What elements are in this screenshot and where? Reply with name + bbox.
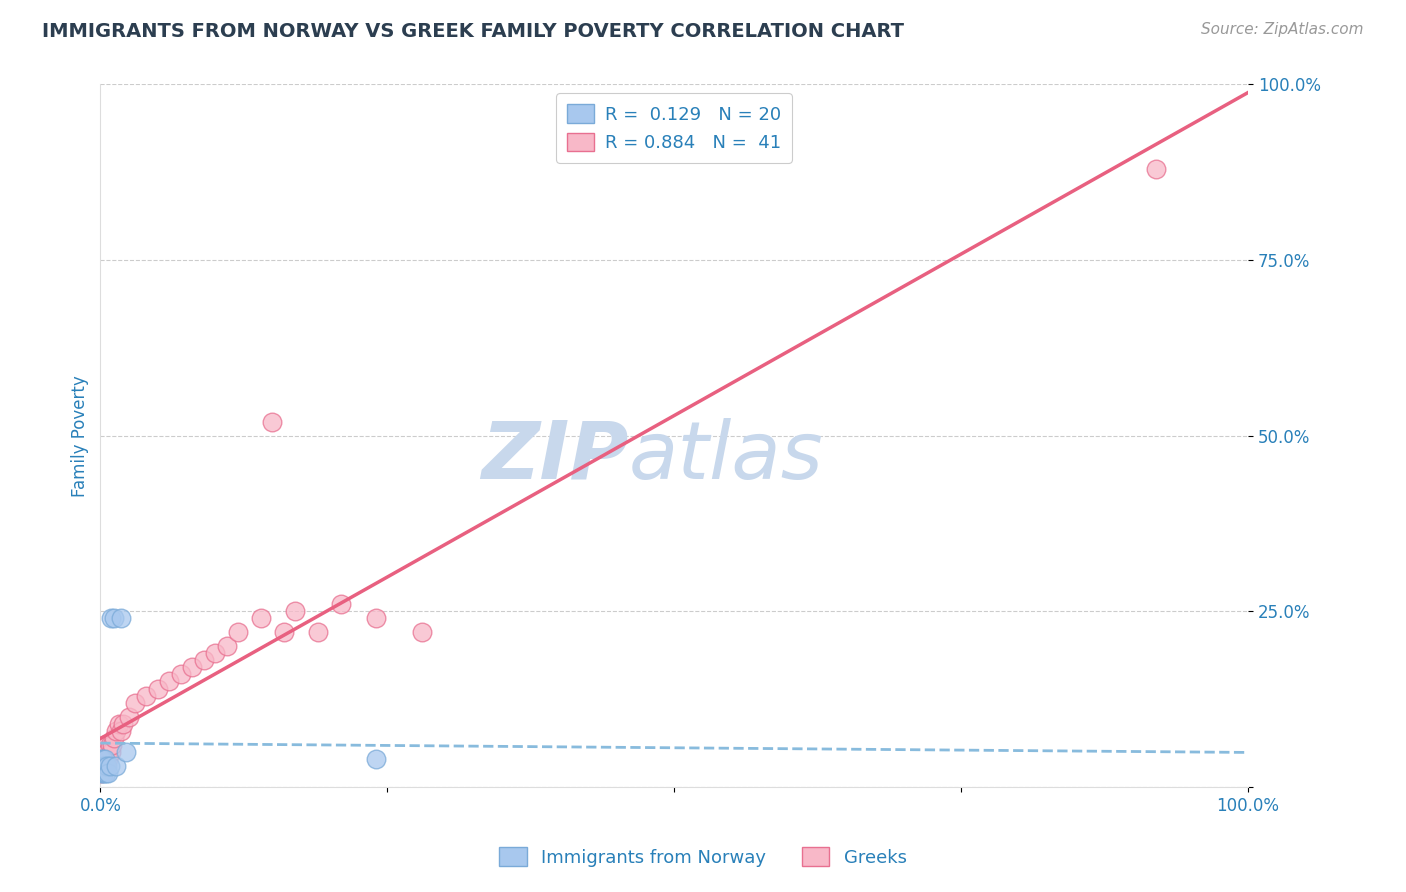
Point [93,752,115,766]
Point [90,745,112,759]
Legend: R =  0.129   N = 20, R = 0.884   N =  41: R = 0.129 N = 20, R = 0.884 N = 41 [557,94,792,163]
Text: Source: ZipAtlas.com: Source: ZipAtlas.com [1201,22,1364,37]
Y-axis label: Family Poverty: Family Poverty [72,375,89,497]
Point [97,765,120,780]
Point [94,765,117,780]
Point [90,765,112,780]
Point [284,604,307,618]
Point [94,752,117,766]
Point [118,709,141,723]
Text: IMMIGRANTS FROM NORWAY VS GREEK FAMILY POVERTY CORRELATION CHART: IMMIGRANTS FROM NORWAY VS GREEK FAMILY P… [42,22,904,41]
Point [105,723,128,738]
Point [93,765,115,780]
Text: ZIP: ZIP [481,417,628,496]
Point [94,758,117,772]
Point [93,738,115,752]
Point [110,611,132,625]
Point [94,752,117,766]
Point [100,611,122,625]
Point [91,758,114,772]
Point [110,723,132,738]
Point [215,640,238,654]
Point [330,597,353,611]
Point [135,689,157,703]
Legend: Immigrants from Norway, Greeks: Immigrants from Norway, Greeks [492,840,914,874]
Point [105,758,128,772]
Point [181,660,204,674]
Point [93,758,115,772]
Point [170,667,193,681]
Point [273,625,295,640]
Point [364,752,387,766]
Point [103,731,125,745]
Point [94,738,117,752]
Point [94,758,117,772]
Point [146,681,169,696]
Point [364,611,387,625]
Point [101,738,124,752]
Point [124,696,146,710]
Point [100,745,122,759]
Point [90,752,112,766]
Point [91,745,114,759]
Point [157,674,180,689]
Point [262,415,284,429]
Point [112,716,135,731]
Point [96,758,118,772]
Point [1144,161,1167,176]
Point [107,716,129,731]
Point [411,625,433,640]
Point [90,752,112,766]
Point [193,653,215,667]
Point [204,646,226,660]
Point [91,758,114,772]
Point [98,758,121,772]
Point [226,625,249,640]
Point [96,745,118,759]
Point [91,765,114,780]
Point [98,738,121,752]
Point [307,625,329,640]
Point [114,745,136,759]
Point [90,765,112,780]
Point [103,611,125,625]
Point [97,752,120,766]
Point [250,611,273,625]
Point [91,752,114,766]
Point [90,758,112,772]
Point [90,758,112,772]
Text: atlas: atlas [628,417,823,496]
